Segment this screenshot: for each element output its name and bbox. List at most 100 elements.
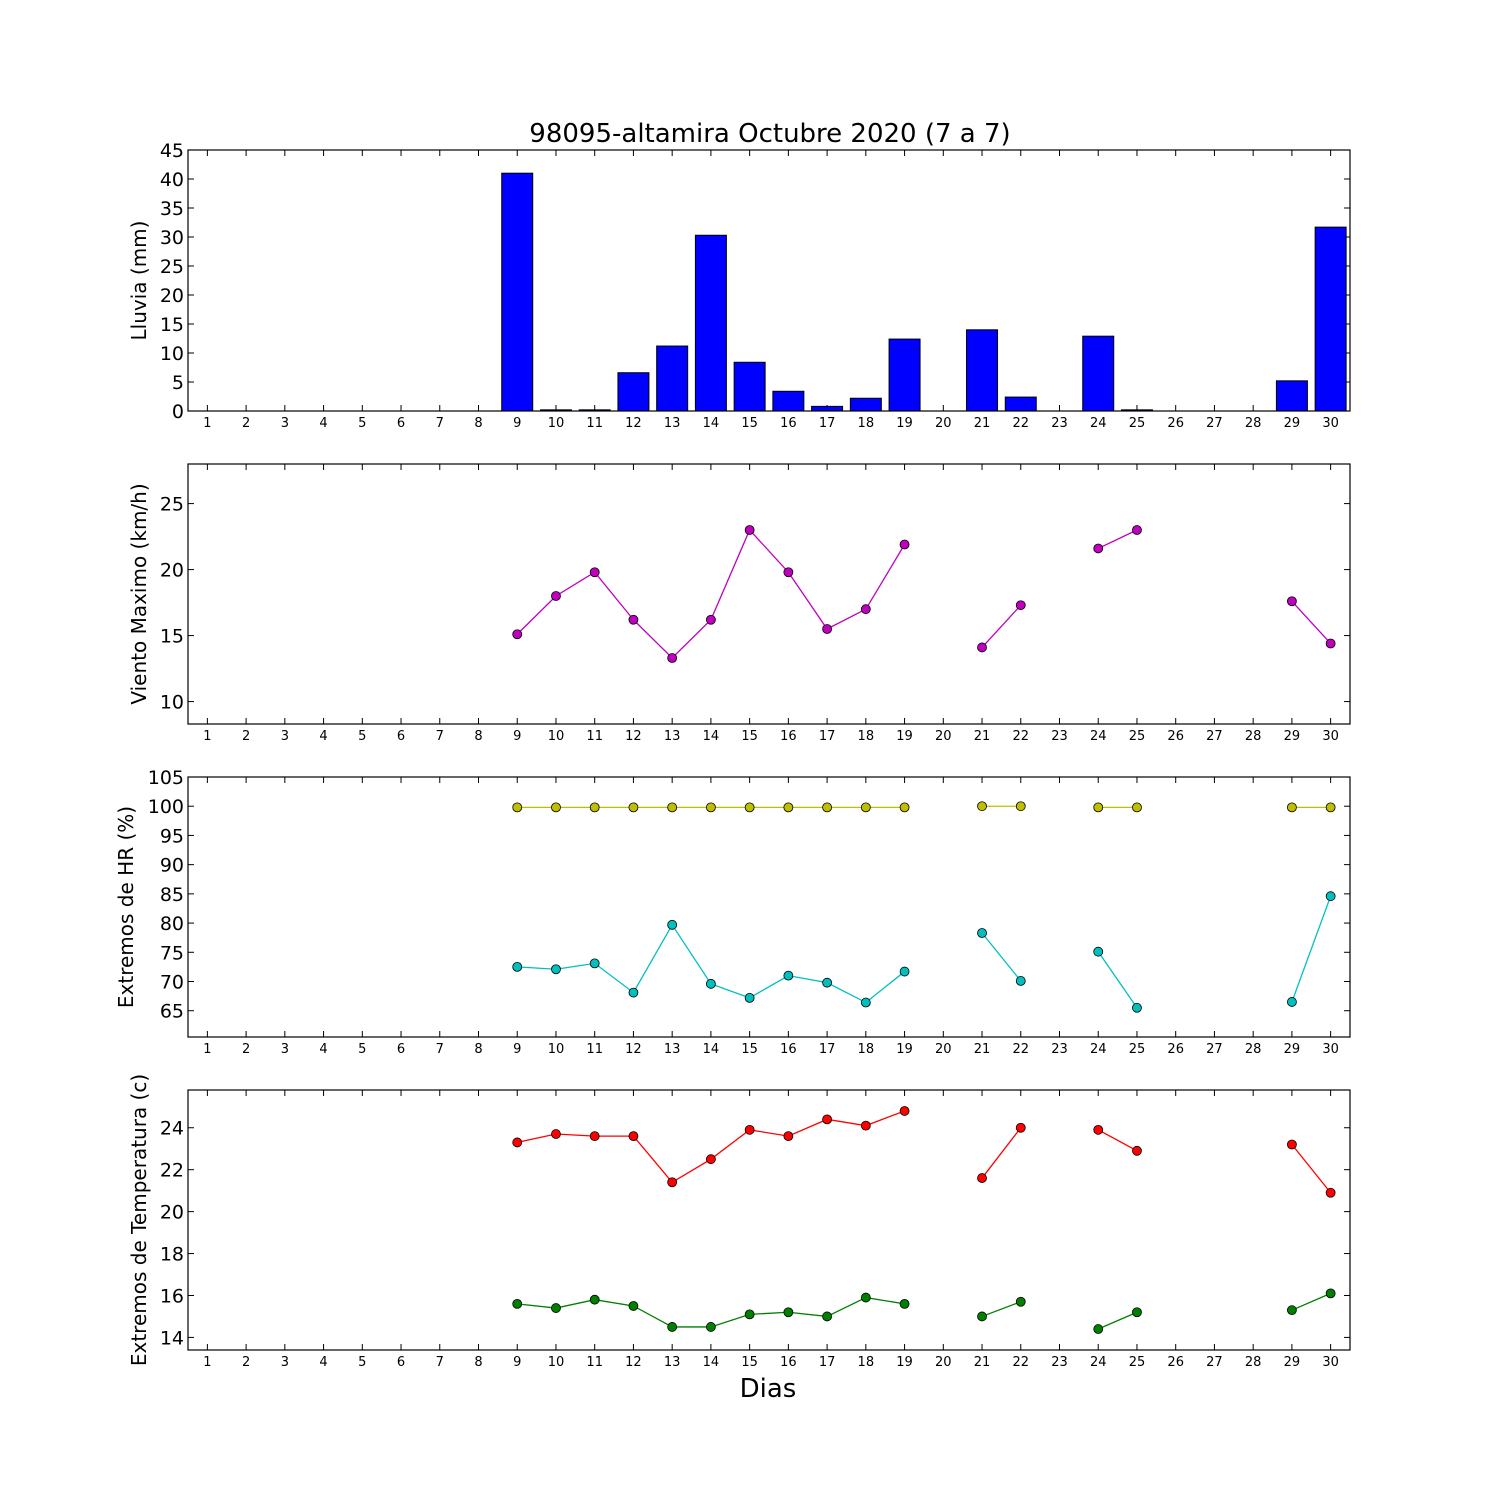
y-tick-label: 25 [160, 494, 184, 516]
x-tick-label: 13 [664, 416, 681, 431]
x-tick-label: 26 [1167, 1042, 1184, 1057]
series-1-line [981, 604, 1022, 648]
x-tick-label: 17 [819, 729, 836, 744]
x-tick-label: 16 [780, 729, 797, 744]
x-tick-label: 8 [474, 1355, 482, 1370]
x-tick-label: 2 [242, 1355, 250, 1370]
series-1-point-day-18 [860, 1120, 871, 1131]
y-tick-label: 40 [160, 169, 184, 191]
series-1-point-day-16 [783, 1131, 794, 1142]
series-1-point-day-18 [860, 802, 871, 813]
series-2-point-day-29 [1287, 1305, 1297, 1316]
x-tick-label: 20 [935, 416, 952, 431]
x-tick-label: 4 [319, 1042, 327, 1057]
x-tick-label: 26 [1167, 729, 1184, 744]
bar-day-13 [656, 345, 689, 412]
series-1-point-day-10 [551, 802, 561, 813]
series-2-point-day-13 [667, 919, 678, 930]
x-tick-label: 6 [397, 1042, 405, 1057]
series-2-point-day-19 [899, 966, 910, 977]
x-tick-label: 4 [319, 416, 327, 431]
x-tick-label: 28 [1245, 1355, 1262, 1370]
series-1-point-day-14 [706, 1154, 716, 1165]
y-tick-label: 24 [160, 1118, 184, 1140]
series-1-line [981, 1127, 1022, 1179]
x-tick-label: 27 [1206, 416, 1223, 431]
panel-1: 1 2 3 4 5 6 7 8 9 10 11 12 13 14 15 16 17 18 19 20 21 22 23 24 2… [127, 140, 1351, 431]
x-tick-label: 23 [1051, 416, 1068, 431]
x-tick-label: 12 [625, 416, 642, 431]
x-tick-label: 20 [935, 1042, 952, 1057]
plot-frame [187, 463, 1351, 725]
y-tick-label: 20 [160, 560, 184, 582]
y-tick-label: 15 [160, 314, 184, 336]
x-tick-label: 25 [1129, 729, 1146, 744]
y-tick-label: 20 [160, 285, 184, 307]
x-tick-label: 29 [1284, 1042, 1301, 1057]
x-tick-label: 27 [1206, 729, 1223, 744]
x-tick-label: 1 [203, 729, 211, 744]
x-tick-label: 19 [896, 729, 913, 744]
series-2-point-day-22 [1015, 1296, 1026, 1307]
y-tick-label: 45 [160, 140, 184, 162]
x-tick-label: 5 [358, 729, 366, 744]
x-tick-label: 5 [358, 1042, 366, 1057]
series-1-point-day-30 [1325, 638, 1336, 649]
x-tick-label: 30 [1322, 1042, 1339, 1057]
series-2-point-day-19 [899, 1298, 910, 1309]
y-tick-label: 30 [160, 227, 184, 249]
x-tick-label: 12 [625, 1355, 642, 1370]
series-1-point-day-13 [667, 653, 678, 663]
y-tick-label: 0 [172, 401, 184, 423]
panel-3: 1 2 3 4 5 6 7 8 9 10 11 12 13 14 15 16 17 18 19 20 21 22 23 24 2… [114, 767, 1351, 1057]
x-tick-label: 7 [436, 1042, 444, 1057]
x-tick-label: 29 [1284, 1355, 1301, 1370]
series-1-point-day-10 [551, 1129, 561, 1139]
x-tick-label: 9 [513, 1355, 521, 1370]
series-1-point-day-24 [1093, 1124, 1104, 1135]
x-tick-label: 28 [1245, 729, 1262, 744]
series-1-point-day-30 [1325, 1187, 1336, 1198]
x-tick-label: 19 [896, 416, 913, 431]
panel-2: 1 2 3 4 5 6 7 8 9 10 11 12 13 14 15 16 17 18 19 20 21 22 23 24 2… [127, 463, 1351, 744]
series-2-point-day-22 [1015, 976, 1026, 986]
series-1-point-day-16 [783, 567, 794, 578]
series-2-line [981, 1301, 1021, 1318]
series-2-point-day-9 [512, 1298, 523, 1309]
y-axis-label: Lluvia (mm) [127, 221, 151, 341]
x-tick-label: 8 [474, 416, 482, 431]
series-1-point-day-11 [589, 567, 600, 578]
series-1-point-day-29 [1287, 596, 1297, 607]
series-1-point-day-11 [589, 1131, 600, 1142]
series-2-point-day-16 [783, 1307, 794, 1318]
y-tick-label: 18 [160, 1244, 184, 1266]
x-tick-label: 7 [436, 729, 444, 744]
x-tick-label: 2 [242, 1042, 250, 1057]
bar-day-22 [1004, 396, 1037, 412]
x-tick-label: 3 [281, 416, 289, 431]
series-2-point-day-15 [744, 1309, 755, 1320]
y-tick-label: 10 [160, 692, 184, 714]
x-tick-label: 7 [436, 416, 444, 431]
y-axis-label: Extremos de Temperatura (c) [127, 1074, 151, 1366]
series-1-point-day-17 [822, 802, 832, 813]
plot-frame [187, 776, 1351, 1038]
series-1-point-day-24 [1093, 802, 1104, 813]
series-2-line [1291, 895, 1332, 1003]
series-1-point-day-15 [744, 1124, 755, 1135]
bar-day-30 [1314, 226, 1347, 412]
x-tick-label: 27 [1206, 1355, 1223, 1370]
x-tick-label: 7 [436, 1355, 444, 1370]
series-1-point-day-19 [899, 802, 910, 813]
x-tick-label: 13 [664, 1042, 681, 1057]
y-tick-label: 25 [160, 256, 184, 278]
series-2-point-day-17 [822, 977, 832, 988]
series-2-point-day-9 [512, 961, 523, 972]
series-1-point-day-21 [977, 801, 987, 812]
x-tick-label: 22 [1012, 416, 1029, 431]
x-tick-label: 11 [586, 1355, 603, 1370]
bar-day-12 [617, 372, 650, 412]
series-1-point-day-22 [1015, 600, 1026, 611]
x-tick-label: 22 [1012, 1355, 1029, 1370]
